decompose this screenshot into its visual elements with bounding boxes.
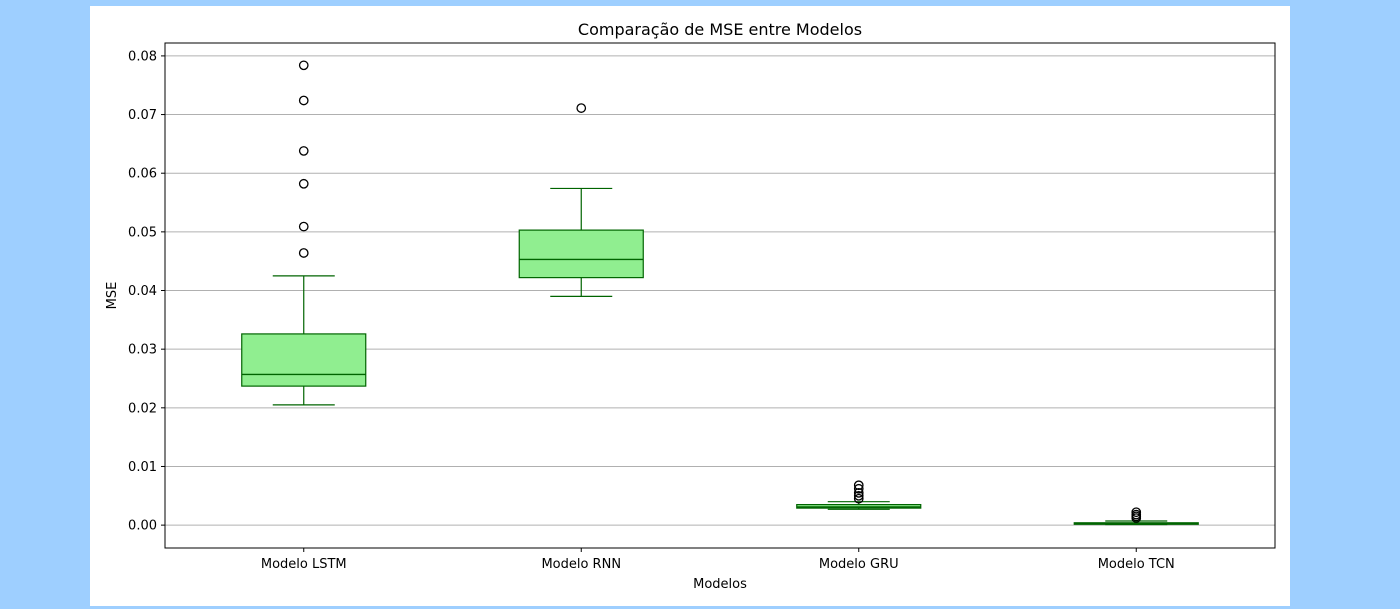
outlier-point — [853, 493, 864, 504]
outlier-point — [298, 221, 309, 232]
outlier-point — [1131, 507, 1142, 518]
y-tick-label: 0.05 — [128, 225, 157, 240]
outlier-point — [298, 60, 309, 71]
x-tick-label: Modelo GRU — [819, 557, 899, 572]
y-tick-label: 0.04 — [128, 284, 157, 299]
outlier-point — [853, 488, 864, 498]
grid-layer — [165, 55, 1275, 526]
x-axis-label: Modelos — [693, 577, 747, 592]
plot-frame — [164, 42, 1276, 549]
outlier-point — [298, 95, 309, 106]
box-group — [241, 60, 367, 406]
boxplot-chart: Comparação de MSE entre Modelos 0.00 0.01… — [105, 20, 1276, 592]
x-tick-label: Modelo LSTM — [261, 557, 347, 572]
outlier-point — [853, 483, 864, 494]
y-tick-label: 0.03 — [128, 343, 157, 358]
box-iqr — [241, 333, 367, 387]
x-tick-label: Modelo RNN — [541, 557, 621, 572]
y-tick-label: 0.02 — [128, 401, 157, 416]
y-tick-label: 0.00 — [128, 519, 157, 534]
box-group — [1073, 507, 1199, 526]
box-group — [518, 103, 644, 297]
box-group — [796, 480, 922, 510]
outlier-point — [576, 103, 587, 113]
outlier-point — [298, 248, 309, 258]
y-tick-label: 0.01 — [128, 460, 157, 475]
y-tick-label: 0.06 — [128, 167, 157, 182]
outlier-point — [298, 178, 309, 189]
box-iqr — [518, 229, 644, 279]
chart-title: Comparação de MSE entre Modelos — [578, 20, 862, 39]
outlier-point — [853, 480, 864, 491]
box-layer — [241, 60, 1199, 526]
outlier-point — [853, 490, 864, 501]
x-tick-label: Modelo TCN — [1098, 557, 1175, 572]
y-axis-ticks: 0.00 0.01 0.02 0.03 0.04 0.05 0.06 0.07 0.08 — [128, 49, 165, 534]
outlier-point — [298, 146, 309, 156]
chart-figure: Comparação de MSE entre Modelos 0.00 0.01… — [90, 6, 1290, 606]
y-tick-label: 0.08 — [128, 49, 157, 64]
y-tick-label: 0.07 — [128, 108, 157, 123]
x-axis-ticks: Modelo LSTM Modelo RNN Modelo GRU Modelo TC… — [261, 548, 1175, 572]
y-axis-label: MSE — [105, 282, 120, 310]
